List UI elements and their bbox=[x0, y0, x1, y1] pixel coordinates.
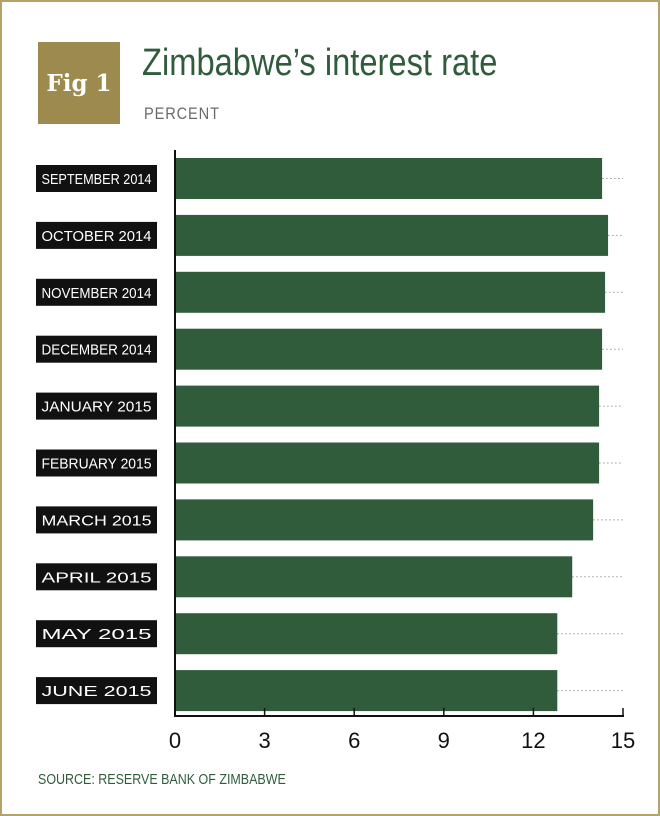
bar bbox=[175, 158, 603, 199]
bar bbox=[175, 670, 558, 712]
category-label-box bbox=[36, 165, 157, 192]
x-tick-label: 3 bbox=[258, 728, 270, 753]
source-note: SOURCE: RESERVE BANK OF ZIMBABWE bbox=[38, 772, 286, 788]
category-label: SEPTEMBER 2014 bbox=[42, 172, 152, 188]
category-label-box bbox=[36, 335, 157, 363]
bar bbox=[175, 499, 594, 541]
category-label: OCTOBER 2014 bbox=[42, 229, 152, 245]
category-label-box bbox=[36, 392, 157, 420]
category-label: MARCH 2015 bbox=[42, 513, 152, 529]
x-tick-label: 0 bbox=[169, 728, 181, 753]
chart-subtitle: PERCENT bbox=[144, 104, 220, 123]
x-tick-label: 12 bbox=[521, 728, 545, 753]
category-label-box bbox=[36, 506, 157, 534]
bar bbox=[175, 214, 609, 256]
category-label: JANUARY 2015 bbox=[42, 400, 152, 416]
category-label-box bbox=[36, 278, 157, 306]
category-label-box bbox=[36, 221, 157, 249]
category-label-box bbox=[36, 620, 157, 648]
chart-title: Zimbabwe’s interest rate bbox=[142, 42, 498, 84]
bar bbox=[175, 271, 606, 313]
category-label: FEBRUARY 2015 bbox=[42, 457, 152, 473]
category-label: DECEMBER 2014 bbox=[42, 343, 152, 359]
category-label: JUNE 2015 bbox=[42, 684, 152, 700]
category-label: NOVEMBER 2014 bbox=[42, 286, 152, 302]
bar bbox=[175, 328, 603, 370]
bar bbox=[175, 442, 600, 484]
bar bbox=[175, 556, 573, 598]
x-tick-label: 9 bbox=[438, 728, 450, 753]
x-tick-label: 15 bbox=[611, 728, 635, 753]
bar bbox=[175, 613, 558, 655]
bar bbox=[175, 385, 600, 427]
category-label-box bbox=[36, 449, 157, 477]
category-label-box bbox=[36, 677, 157, 705]
x-tick-label: 6 bbox=[348, 728, 360, 753]
category-label: APRIL 2015 bbox=[42, 570, 152, 586]
category-label-box bbox=[36, 563, 157, 591]
figure-badge: Fig 1 bbox=[38, 42, 120, 124]
category-label: MAY 2015 bbox=[42, 627, 152, 643]
